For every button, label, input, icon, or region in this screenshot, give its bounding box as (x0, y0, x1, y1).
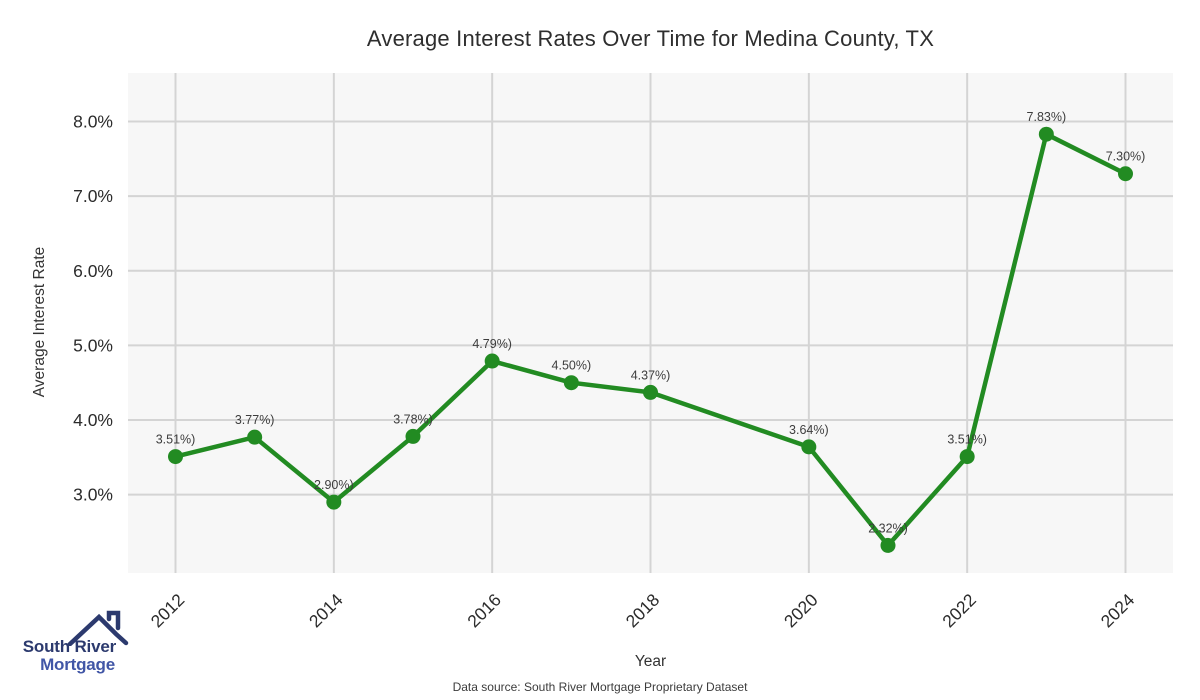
x-axis-title: Year (634, 653, 667, 670)
x-tick-label: 2016 (463, 590, 505, 632)
x-tick-label: 2014 (305, 590, 347, 632)
data-point (563, 375, 579, 391)
point-label: 3.51%) (947, 433, 987, 447)
x-tick-label: 2018 (622, 590, 664, 632)
y-tick-label: 4.0% (73, 410, 113, 430)
logo-text: South River Mortgage (14, 638, 116, 674)
chart-title: Average Interest Rates Over Time for Med… (366, 26, 935, 51)
point-label: 2.32%) (868, 521, 908, 535)
point-label: 7.83%) (1027, 110, 1067, 124)
point-label: 2.90%) (314, 478, 354, 492)
point-label: 4.79%) (472, 337, 512, 351)
data-point (326, 494, 342, 510)
house-roof-icon (67, 610, 129, 646)
point-label: 3.77%) (235, 413, 275, 427)
x-tick-label: 2012 (147, 590, 189, 632)
data-point (247, 429, 263, 445)
data-point (1118, 166, 1133, 182)
data-point (801, 439, 817, 455)
point-label: 4.50%) (552, 359, 592, 373)
y-tick-label: 7.0% (73, 186, 113, 206)
data-point (959, 449, 975, 465)
point-label: 7.30%) (1106, 150, 1146, 164)
x-tick-label: 2024 (1097, 590, 1139, 632)
logo: South River Mortgage (14, 606, 129, 686)
point-label: 3.51%) (156, 433, 196, 447)
y-tick-label: 5.0% (73, 335, 113, 355)
data-point (484, 353, 500, 369)
data-point (405, 428, 421, 444)
y-tick-label: 6.0% (73, 261, 113, 281)
point-label: 3.64%) (789, 423, 829, 437)
x-tick-label: 2020 (780, 590, 822, 632)
point-label: 4.37%) (631, 368, 671, 382)
series-line (173, 131, 1128, 548)
data-point (1038, 126, 1054, 142)
y-axis-title: Average Interest Rate (31, 246, 48, 398)
data-point (168, 449, 183, 465)
x-tick-label: 2022 (938, 590, 980, 632)
data-point (643, 384, 658, 400)
logo-line-south-river: South River (22, 637, 116, 656)
data-source-note: Data source: South River Mortgage Propri… (452, 680, 748, 694)
data-point (880, 537, 896, 553)
logo-line-mortgage: Mortgage (40, 654, 115, 674)
y-tick-label: 3.0% (73, 485, 113, 505)
y-tick-label: 8.0% (73, 112, 113, 132)
point-label: 3.78%) (393, 412, 433, 426)
